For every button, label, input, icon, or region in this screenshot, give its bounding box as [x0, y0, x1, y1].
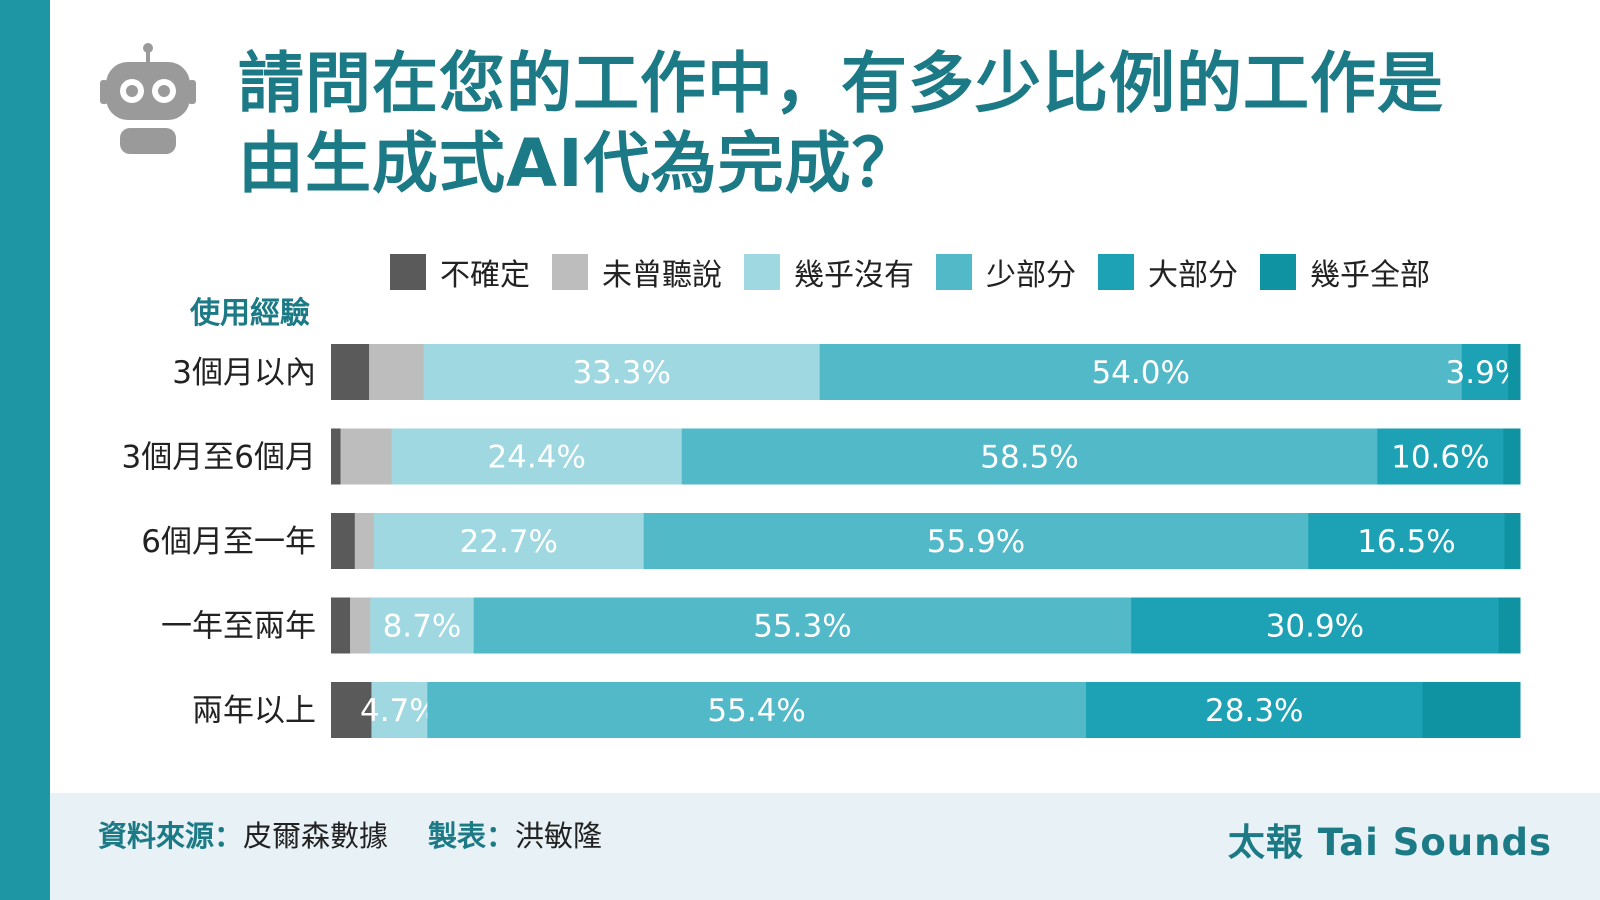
data-label: 8.7% — [383, 609, 462, 645]
bar-segment — [370, 597, 475, 654]
y-axis-title: 使用經驗 — [190, 296, 310, 331]
bar-segment — [819, 344, 1463, 400]
bar-segment — [1131, 597, 1500, 654]
bar-segment — [331, 513, 356, 569]
bar-segment — [1422, 682, 1521, 738]
data-label: 10.6% — [1391, 440, 1489, 476]
bar-segment — [427, 682, 1087, 738]
legend-swatch — [936, 254, 972, 290]
side-accent-strip — [0, 0, 50, 900]
data-label: 54.0% — [1091, 355, 1189, 391]
legend-swatch — [1098, 254, 1134, 290]
bar-segment — [331, 682, 372, 738]
maker-label: 製表： — [428, 819, 516, 853]
bar-segment — [371, 682, 428, 738]
data-label: 30.9% — [1266, 609, 1364, 645]
category-label: 一年至兩年 — [161, 609, 316, 645]
legend-label: 幾乎全部 — [1310, 258, 1430, 293]
maker-value: 洪敏隆 — [515, 819, 603, 853]
data-label: 4.7% — [360, 693, 439, 729]
bar-segment — [1461, 344, 1509, 400]
bar-segment — [473, 597, 1132, 654]
legend-item-almost-all: 幾乎全部 — [1260, 250, 1430, 294]
robot-icon — [100, 43, 196, 154]
legend-swatch — [744, 254, 780, 290]
source-label: 資料來源： — [98, 819, 244, 853]
data-label: 24.4% — [487, 440, 585, 476]
data-label: 28.3% — [1205, 693, 1303, 729]
bar-segment — [331, 428, 342, 485]
bar-segment — [391, 428, 683, 485]
bar-segment — [331, 344, 370, 400]
bar-segment — [369, 344, 425, 400]
title-line-2: 由生成式AI代為完成？ — [238, 125, 919, 202]
bar-segment — [373, 513, 645, 569]
legend-label: 幾乎沒有 — [794, 258, 914, 293]
bar-segment — [681, 428, 1378, 485]
bar-segment — [423, 344, 821, 400]
bar-segment — [643, 513, 1309, 569]
bar-segment — [1508, 344, 1521, 400]
bar-segment — [1503, 428, 1521, 485]
legend-swatch — [552, 254, 588, 290]
bar-segment — [354, 513, 375, 569]
data-label: 33.3% — [572, 355, 670, 391]
data-label: 16.5% — [1357, 524, 1455, 560]
chart-legend: 不確定 未曾聽說 幾乎沒有 少部分 大部分 幾乎全部 — [390, 250, 1452, 294]
legend-item-never-heard: 未曾聽說 — [552, 250, 722, 294]
data-label: 58.5% — [980, 440, 1078, 476]
legend-item-unsure: 不確定 — [390, 250, 530, 294]
category-label: 6個月至一年 — [141, 524, 316, 560]
bar-segment — [340, 428, 393, 485]
category-label: 兩年以上 — [192, 693, 316, 729]
footer-band — [50, 793, 1600, 900]
data-label: 55.4% — [707, 693, 805, 729]
maker-credit: 製表：洪敏隆 — [428, 818, 602, 854]
legend-swatch — [390, 254, 426, 290]
category-label: 3個月以內 — [172, 355, 316, 391]
bar-segment — [350, 597, 371, 654]
title-line-1: 請問在您的工作中，有多少比例的工作是 — [238, 45, 1444, 122]
category-label: 3個月至6個月 — [122, 440, 316, 476]
bar-segment — [1086, 682, 1424, 738]
bar-segment — [1498, 597, 1521, 654]
page-title: 請問在您的工作中，有多少比例的工作是 由生成式AI代為完成？ — [238, 44, 1558, 204]
stacked-bar-chart: 3個月以內 33.3% 54.0% 3.9%3個月至6個月 24.4% 58.5% 10.6… — [121, 344, 1521, 738]
bar-segment — [1377, 428, 1504, 485]
legend-label: 不確定 — [440, 258, 530, 293]
legend-item-most: 大部分 — [1098, 250, 1238, 294]
legend-item-almost-none: 幾乎沒有 — [744, 250, 914, 294]
data-label: 22.7% — [460, 524, 558, 560]
bar-segment — [1308, 513, 1506, 569]
legend-item-small-part: 少部分 — [936, 250, 1076, 294]
legend-label: 未曾聽說 — [602, 258, 722, 293]
data-label: 55.9% — [927, 524, 1025, 560]
source-credit: 資料來源：皮爾森數據 — [98, 818, 388, 854]
legend-label: 大部分 — [1148, 258, 1238, 293]
legend-label: 少部分 — [986, 258, 1076, 293]
brand-logo-text: 太報 Tai Sounds — [1227, 821, 1552, 864]
data-label: 55.3% — [753, 609, 851, 645]
bar-segment — [331, 597, 351, 654]
bar-segment — [1504, 513, 1521, 569]
source-value: 皮爾森數據 — [243, 819, 389, 853]
legend-swatch — [1260, 254, 1296, 290]
